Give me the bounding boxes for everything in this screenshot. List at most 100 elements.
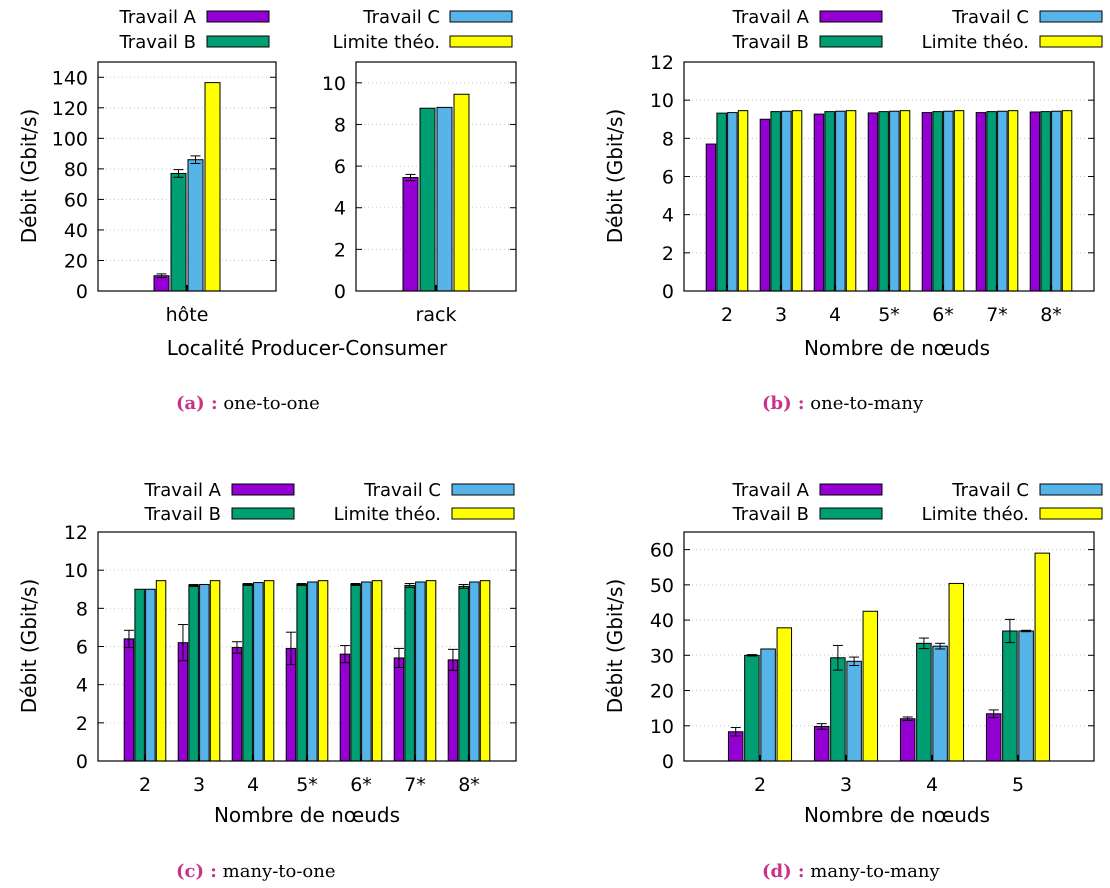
legend-label: Travail B bbox=[731, 504, 809, 525]
chart-d: 0 10 20 30 40 50 60 2 3 4 5 Débit (Gbit/s) Nombre de… bbox=[603, 531, 1095, 827]
bar-travail-c5 bbox=[1018, 630, 1034, 762]
bar-limite-th-o-4 bbox=[263, 580, 275, 762]
x-tick-label: 3 bbox=[193, 774, 205, 796]
bar-travail-a4 bbox=[231, 646, 243, 762]
bar-travail-c2 bbox=[727, 112, 738, 292]
bar-travail-crack bbox=[436, 106, 453, 292]
x-tick-label: 7* bbox=[404, 774, 426, 796]
x-tick-label: hôte bbox=[166, 304, 209, 326]
bar-travail-b5 bbox=[296, 583, 307, 762]
y-tick-label: 12 bbox=[650, 52, 674, 74]
legend-swatch bbox=[1039, 507, 1103, 520]
bar-limite-th-o-3 bbox=[862, 610, 879, 762]
x-tick-label: 3 bbox=[840, 774, 852, 796]
bar-travail-b5 bbox=[1002, 630, 1018, 762]
bar-travail-b4 bbox=[242, 583, 253, 762]
x-tick-label: 5* bbox=[296, 774, 318, 796]
bar-limite-th-o-5 bbox=[899, 110, 911, 292]
x-tick-label: rack bbox=[416, 304, 457, 326]
y-tick-label: 0 bbox=[662, 281, 674, 303]
legend-swatch bbox=[819, 35, 883, 48]
bar-travail-c4 bbox=[835, 110, 846, 292]
x-tick-label: 4 bbox=[926, 774, 938, 796]
caption-a-text: one-to-one bbox=[223, 393, 320, 414]
legend-swatch bbox=[819, 507, 883, 520]
legend-label: Travail C bbox=[951, 480, 1029, 501]
bar-limite-th-o-3 bbox=[209, 580, 221, 762]
bar-travail-a3 bbox=[759, 118, 771, 292]
y-tick-label: 10 bbox=[322, 73, 346, 95]
bar-travail-c5 bbox=[889, 110, 900, 292]
bar-limite-th-o-6 bbox=[371, 580, 383, 762]
legend-swatch bbox=[1039, 483, 1103, 496]
y-tick-label: 8 bbox=[662, 128, 674, 150]
bar-travail-b3 bbox=[830, 657, 846, 762]
y-tick-label: 6 bbox=[334, 156, 346, 178]
bar-travail-b3 bbox=[188, 584, 199, 762]
bar-travail-chte bbox=[187, 159, 204, 292]
y-tick-label: 0 bbox=[334, 281, 346, 303]
chart-a-rack: 0 2 4 6 8 10 rack bbox=[322, 61, 517, 326]
y-tick-label: 20 bbox=[650, 681, 674, 703]
bar-limite-th-o-6 bbox=[953, 110, 965, 292]
y-tick-label: 10 bbox=[650, 716, 674, 738]
caption-d-text: many-to-many bbox=[810, 861, 940, 882]
legend-d: Travail A Travail B Travail C Limite théo. bbox=[731, 480, 1103, 525]
bar-travail-c6 bbox=[943, 110, 954, 292]
bar-travail-c8 bbox=[1051, 110, 1062, 292]
legend-label: Limite théo. bbox=[922, 504, 1029, 525]
x-axis-label: Localité Producer-Consumer bbox=[167, 336, 448, 360]
bar-travail-b2 bbox=[744, 654, 760, 762]
y-tick-label: 120 bbox=[52, 98, 88, 120]
caption-c: (c) : many-to-one bbox=[176, 861, 336, 882]
bar-limite-th-o-4 bbox=[845, 110, 857, 292]
bar-travail-a4 bbox=[813, 113, 825, 292]
legend-label: Limite théo. bbox=[334, 504, 441, 525]
bar-travail-b4 bbox=[824, 111, 835, 292]
x-axis-label: Nombre de nœuds bbox=[804, 336, 990, 360]
legend-label: Travail A bbox=[732, 480, 810, 501]
y-tick-label: 20 bbox=[64, 250, 88, 272]
x-tick-label: 2 bbox=[754, 774, 766, 796]
bar-limite-th-o-5 bbox=[1034, 552, 1051, 762]
bar-travail-arack bbox=[402, 177, 419, 292]
x-axis-label: Nombre de nœuds bbox=[804, 803, 990, 827]
caption-c-text: many-to-one bbox=[222, 861, 336, 882]
x-tick-label: 4 bbox=[829, 304, 841, 326]
chart-c: 0 2 4 6 8 10 12 2 3 4 5* 6* 7* 8* Débit (Gbit/s) Nombre… bbox=[17, 522, 517, 827]
y-axis-label: Débit (Gbit/s) bbox=[17, 109, 41, 244]
legend-swatch bbox=[231, 507, 295, 520]
caption-c-label: (c) : bbox=[176, 861, 217, 882]
bar-limite-th-o-8 bbox=[1061, 110, 1073, 292]
y-tick-label: 4 bbox=[334, 198, 346, 220]
x-tick-label: 2 bbox=[721, 304, 733, 326]
legend-label: Travail A bbox=[732, 7, 810, 28]
bar-travail-brack bbox=[419, 107, 436, 292]
chart-b: 0 2 4 6 8 10 12 2 3 4 5* 6* 7* 8* Débit (Gbit/s) Nombre… bbox=[603, 52, 1095, 360]
legend-label: Travail C bbox=[362, 7, 440, 28]
bar-travail-c3 bbox=[199, 583, 210, 762]
y-tick-label: 10 bbox=[650, 90, 674, 112]
plot-frame bbox=[683, 531, 1095, 762]
x-tick-label: 6* bbox=[350, 774, 372, 796]
bar-travail-a5 bbox=[867, 112, 879, 292]
y-axis-label: Débit (Gbit/s) bbox=[603, 579, 627, 714]
bar-travail-c3 bbox=[781, 110, 792, 292]
bar-travail-a2 bbox=[123, 638, 135, 762]
legend-swatch bbox=[449, 35, 513, 48]
bar-limite-th-o-2 bbox=[776, 627, 793, 762]
y-tick-label: 2 bbox=[662, 243, 674, 265]
plot-frame bbox=[683, 61, 1095, 292]
bar-travail-c8 bbox=[469, 581, 480, 762]
legend-swatch bbox=[1039, 10, 1103, 23]
bar-travail-a3 bbox=[813, 725, 830, 762]
plot-frame bbox=[97, 531, 517, 762]
bar-travail-bhte bbox=[170, 172, 187, 292]
legend-swatch bbox=[451, 507, 515, 520]
bar-limite-th-o-rack bbox=[453, 93, 470, 292]
legend-label: Travail C bbox=[363, 480, 441, 501]
bar-travail-c6 bbox=[361, 581, 372, 762]
bar-travail-b8 bbox=[458, 585, 469, 762]
